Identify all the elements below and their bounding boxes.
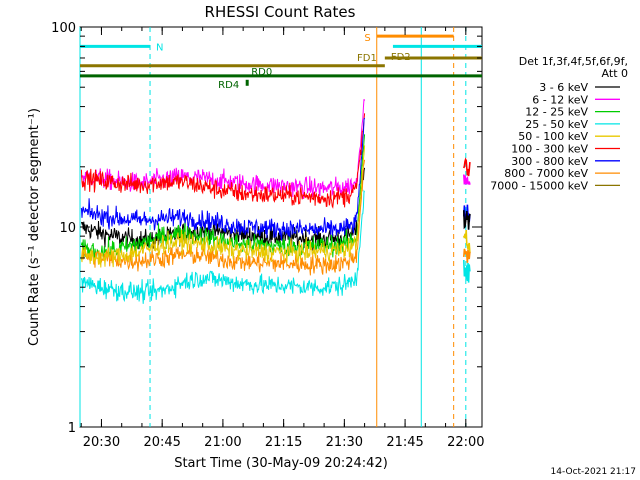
chart-title: RHESSI Count Rates	[205, 3, 356, 21]
post-gap-3-6keV	[463, 210, 471, 230]
legend-label: 7000 - 15000 keV	[490, 179, 588, 192]
x-axis-label: Start Time (30-May-09 20:24:42)	[174, 456, 388, 471]
y-axis-label: Count Rate (s⁻¹ detector segment⁻¹)	[27, 108, 42, 346]
series-line-50-100keV	[80, 145, 366, 268]
x-axis: 20:30 20:45 21:00 21:15 21:30 21:45 22:00	[80, 27, 485, 450]
post-gap-100-300keV	[463, 157, 471, 177]
x-tick-label: 21:45	[386, 435, 423, 450]
legend-title: Det 1f,3f,4f,5f,6f,9f,	[519, 55, 628, 68]
legend-label: 3 - 6 keV	[539, 81, 588, 94]
x-tick-label: 20:45	[143, 435, 180, 450]
post-gap-50-100keV	[463, 229, 471, 253]
series-line-100-300keV	[80, 113, 366, 209]
legend-label: 6 - 12 keV	[532, 93, 588, 106]
legend-label: 300 - 800 keV	[511, 155, 588, 168]
series-line-25-50keV	[80, 189, 366, 304]
y-tick-label: 100	[51, 21, 76, 36]
y-axis: 1 10 100	[51, 21, 482, 436]
plot-area: N S FD1 FD2 RD0 RD4 20:30 20:45 21:00 21:15 21:30…	[51, 21, 484, 450]
vertical-markers	[79, 27, 467, 427]
legend: Det 1f,3f,4f,5f,6f,9f, Att 0 3 - 6 keV6 …	[490, 55, 628, 192]
flag-bar-fd2-label: FD2	[391, 52, 411, 63]
flag-bar-fd1-label: FD1	[357, 53, 377, 64]
x-tick-label: 21:00	[204, 435, 241, 450]
legend-label: 25 - 50 keV	[525, 118, 588, 131]
legend-label: 800 - 7000 keV	[504, 167, 588, 180]
legend-label: 12 - 25 keV	[525, 106, 588, 119]
flag-bar-s-label: S	[364, 33, 370, 44]
series-line-12-25keV	[80, 134, 366, 264]
post-gap-6-12keV	[463, 174, 471, 185]
post-gap-800-7000keV	[463, 248, 471, 263]
series-line-300-800keV	[80, 117, 366, 242]
x-tick-label: 20:30	[83, 435, 120, 450]
x-tick-label: 21:15	[265, 435, 302, 450]
legend-label: 50 - 100 keV	[518, 130, 588, 143]
flag-bar-rd0-label: RD0	[251, 67, 272, 78]
series-layer	[80, 99, 471, 304]
x-tick-label: 21:30	[326, 435, 363, 450]
flag-bar-rd4-label: RD4	[218, 80, 239, 91]
flag-bars: N S FD1 FD2 RD0 RD4	[80, 33, 482, 91]
y-tick-label: 1	[68, 421, 76, 436]
post-gap-25-50keV	[463, 259, 471, 283]
timestamp: 14-Oct-2021 21:17	[551, 467, 636, 477]
flag-bar-n-label: N	[156, 42, 163, 53]
y-tick-label: 10	[59, 221, 76, 236]
series-line-800-7000keV	[80, 159, 366, 276]
legend-label: 100 - 300 keV	[511, 143, 588, 156]
x-tick-label: 22:00	[447, 435, 484, 450]
legend-subtitle: Att 0	[602, 67, 628, 80]
